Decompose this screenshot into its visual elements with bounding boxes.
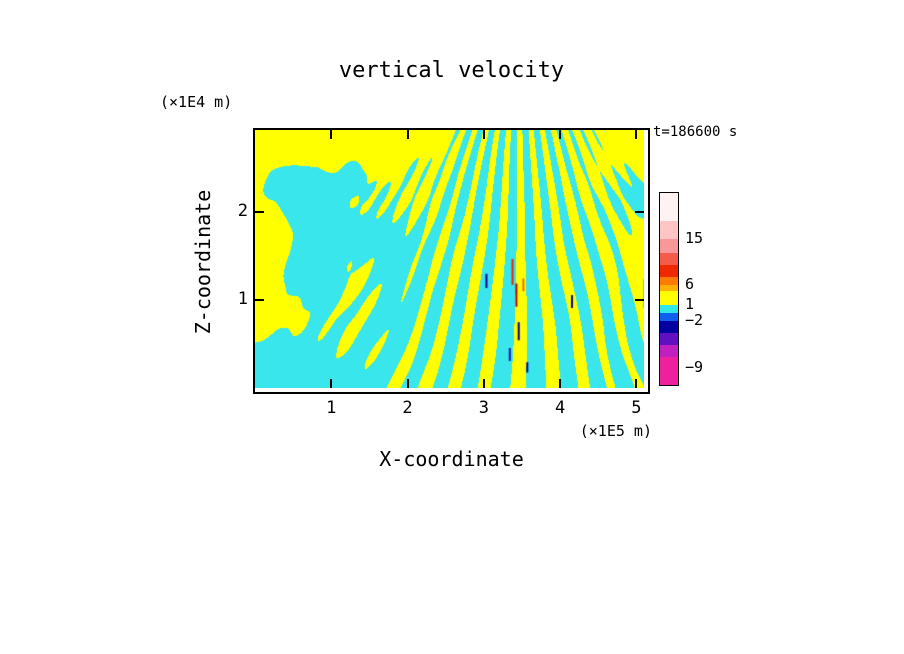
y-major-tick	[255, 210, 264, 213]
y-major-tick	[635, 298, 644, 301]
x-axis-unit-label: (×1E5 m)	[579, 422, 652, 440]
colorbar-tick-label: 1	[685, 295, 695, 313]
x-tick-label: 5	[631, 398, 642, 418]
x-tick-label: 2	[402, 398, 413, 418]
colorbar-segment	[660, 333, 678, 345]
heatmap-field-canvas	[255, 130, 644, 388]
y-axis-unit-label: (×1E4 m)	[160, 93, 233, 111]
x-tick-label: 3	[478, 398, 489, 418]
x-major-tick	[559, 130, 562, 139]
x-major-tick	[482, 130, 485, 139]
colorbar-segment	[660, 305, 678, 313]
time-stamp-label: t=186600 s	[653, 124, 738, 140]
x-tick-label: 4	[554, 398, 566, 418]
plot-frame	[253, 128, 650, 394]
x-major-tick	[482, 379, 485, 388]
x-major-tick	[406, 130, 409, 139]
colorbar-segment	[660, 313, 678, 321]
colorbar-segment	[660, 357, 678, 385]
x-major-tick	[635, 130, 638, 139]
x-major-tick	[635, 379, 638, 388]
x-tick-label: 1	[326, 398, 337, 418]
colorbar-segment	[660, 277, 678, 285]
colorbar-segment	[660, 285, 678, 291]
y-tick-label: 2	[237, 200, 248, 221]
colorbar-segment	[660, 239, 678, 253]
y-major-tick	[635, 210, 644, 213]
colorbar-segment	[660, 253, 678, 265]
colorbar-segment	[660, 345, 678, 357]
colorbar-segment	[660, 291, 678, 305]
x-major-tick	[330, 130, 333, 139]
x-axis-label: X-coordinate	[379, 447, 524, 471]
y-axis-label: Z-coordinate	[191, 189, 215, 335]
colorbar-tick-label: 6	[685, 275, 695, 293]
plot-title: vertical velocity	[338, 58, 565, 83]
colorbar-segment	[660, 265, 678, 277]
y-major-tick	[255, 298, 264, 301]
colorbar-segment	[660, 193, 678, 221]
colorbar-tick-label: −9	[685, 358, 704, 376]
colorbar-tick-label: 15	[685, 229, 704, 247]
colorbar-segment	[660, 321, 678, 333]
x-major-tick	[559, 379, 562, 388]
colorbar-tick-label: −2	[685, 311, 704, 329]
y-tick-label: 1	[237, 288, 248, 309]
x-major-tick	[406, 379, 409, 388]
colorbar	[659, 192, 679, 386]
x-major-tick	[330, 379, 333, 388]
colorbar-segment	[660, 221, 678, 239]
